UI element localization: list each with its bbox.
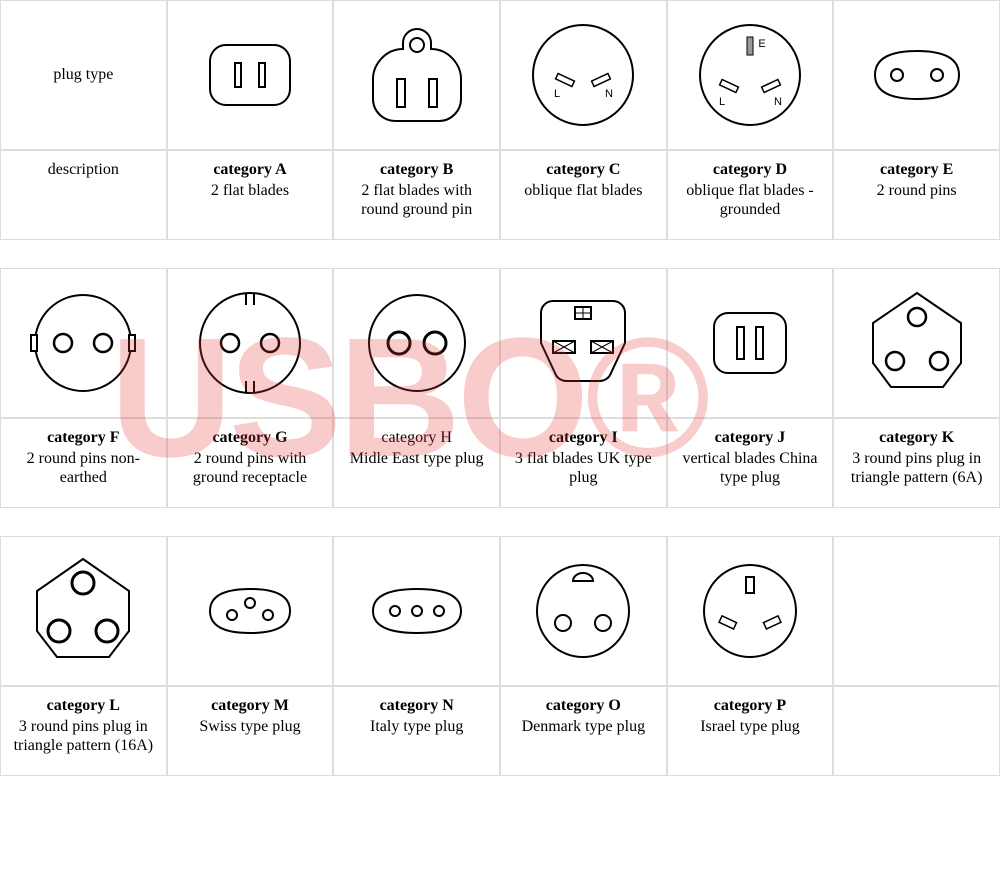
plug-desc-F: 2 round pins non-earthed <box>9 449 158 487</box>
plug-image-L <box>0 536 167 686</box>
plug-desc-I: 3 flat blades UK type plug <box>509 449 658 487</box>
header-cell: plug type <box>0 0 167 150</box>
plug-desc-cell-A: category A 2 flat blades <box>167 150 334 240</box>
plug-desc-N: Italy type plug <box>370 717 463 736</box>
plug-title-G: category G <box>212 429 287 447</box>
plug-title-D: category D <box>713 161 787 179</box>
plug-title-M: category M <box>211 697 289 715</box>
svg-text:L: L <box>719 96 725 108</box>
plug-desc-L: 3 round pins plug in triangle pattern (1… <box>9 717 158 755</box>
plug-desc-A: 2 flat blades <box>211 181 289 200</box>
plug-desc-G: 2 round pins with ground receptacle <box>176 449 325 487</box>
plug-desc-K: 3 round pins plug in triangle pattern (6… <box>842 449 991 487</box>
plug-type-table: plug typeLNELNdescriptioncategory A 2 fl… <box>0 0 1000 776</box>
plug-title-O: category O <box>546 697 621 715</box>
plug-title-I: category I <box>549 429 618 447</box>
plug-desc-cell-M: category M Swiss type plug <box>167 686 334 776</box>
plug-title-N: category N <box>380 697 454 715</box>
plug-desc-C: oblique flat blades <box>524 181 642 200</box>
plug-image-B <box>333 0 500 150</box>
plug-desc-cell-C: category C oblique flat blades <box>500 150 667 240</box>
plug-title-P: category P <box>714 697 786 715</box>
plug-desc-O: Denmark type plug <box>522 717 646 736</box>
plug-desc-cell-N: category N Italy type plug <box>333 686 500 776</box>
header-plug-type: plug type <box>53 66 113 84</box>
plug-image-J <box>667 268 834 418</box>
plug-desc-cell-K: category K 3 round pins plug in triangle… <box>833 418 1000 508</box>
plug-desc-cell-B: category B 2 flat blades with round grou… <box>333 150 500 240</box>
plug-title-J: category J <box>715 429 786 447</box>
plug-title-A: category A <box>213 161 286 179</box>
plug-desc-cell-G: category G 2 round pins with ground rece… <box>167 418 334 508</box>
plug-desc-H: Midle East type plug <box>350 449 484 468</box>
plug-image-A <box>167 0 334 150</box>
plug-desc-J: vertical blades China type plug <box>676 449 825 487</box>
plug-desc-D: oblique flat blades - grounded <box>676 181 825 219</box>
plug-image-N <box>333 536 500 686</box>
plug-title-C: category C <box>546 161 620 179</box>
svg-text:N: N <box>605 88 613 100</box>
plug-image-K <box>833 268 1000 418</box>
svg-text:E: E <box>758 38 765 50</box>
plug-image-I <box>500 268 667 418</box>
plug-desc-M: Swiss type plug <box>199 717 300 736</box>
header-description: description <box>48 161 119 179</box>
header-desc-cell: description <box>0 150 167 240</box>
plug-desc-cell-E: category E 2 round pins <box>833 150 1000 240</box>
plug-desc-cell-O: category O Denmark type plug <box>500 686 667 776</box>
plug-desc-P: Israel type plug <box>700 717 800 736</box>
plug-image-D: E L N <box>667 0 834 150</box>
plug-title-L: category L <box>47 697 120 715</box>
plug-title-F: category F <box>47 429 119 447</box>
plug-desc-cell-D: category D oblique flat blades - grounde… <box>667 150 834 240</box>
plug-title-H: category H <box>381 429 452 447</box>
plug-image-C: LN <box>500 0 667 150</box>
plug-image-F <box>0 268 167 418</box>
plug-desc-B: 2 flat blades with round ground pin <box>342 181 491 219</box>
plug-desc-E: 2 round pins <box>877 181 957 200</box>
plug-image-P <box>667 536 834 686</box>
plug-desc-cell-H: category H Midle East type plug <box>333 418 500 508</box>
plug-title-K: category K <box>879 429 954 447</box>
plug-desc-cell-J: category J vertical blades China type pl… <box>667 418 834 508</box>
plug-image-H <box>333 268 500 418</box>
plug-desc-cell-P: category P Israel type plug <box>667 686 834 776</box>
plug-desc-cell-F: category F 2 round pins non-earthed <box>0 418 167 508</box>
plug-desc-cell-L: category L 3 round pins plug in triangle… <box>0 686 167 776</box>
plug-title-E: category E <box>880 161 953 179</box>
empty-cell <box>833 686 1000 776</box>
empty-cell <box>833 536 1000 686</box>
plug-desc-cell-I: category I 3 flat blades UK type plug <box>500 418 667 508</box>
plug-image-G <box>167 268 334 418</box>
plug-image-O <box>500 536 667 686</box>
plug-image-E <box>833 0 1000 150</box>
plug-title-B: category B <box>380 161 453 179</box>
plug-image-M <box>167 536 334 686</box>
svg-text:N: N <box>774 96 782 108</box>
svg-text:L: L <box>554 88 560 100</box>
